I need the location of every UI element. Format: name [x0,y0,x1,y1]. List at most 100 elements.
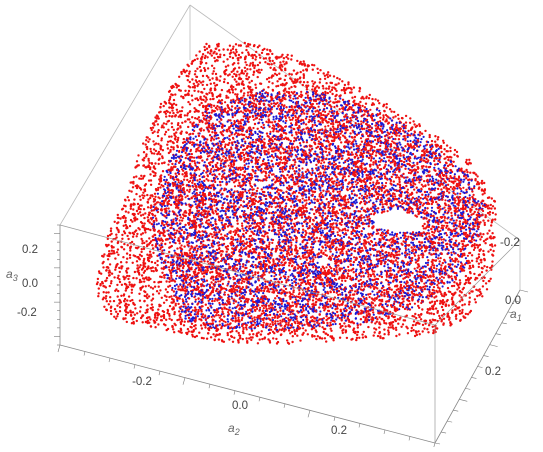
data-point-red [448,304,450,306]
data-point-red [286,339,288,341]
data-point-red [243,154,245,156]
data-point-red [267,86,269,88]
data-point-red [248,337,250,339]
data-point-red [422,225,424,227]
data-point-red [389,324,391,326]
data-point-red [152,293,154,295]
data-point-red [369,94,371,96]
data-point-red [303,81,305,83]
data-point-red [215,77,217,79]
data-point-red [136,312,138,314]
data-point-red [152,252,154,254]
data-point-red [240,204,242,206]
data-point-red [141,194,143,196]
data-point-red [395,329,397,331]
data-point-red [376,318,378,320]
data-point-red [469,230,471,232]
data-point-red [326,285,328,287]
data-point-red [293,85,295,87]
data-point-red [145,276,147,278]
data-point-red [400,166,402,168]
data-point-red [227,263,229,265]
data-point-red [130,314,132,316]
data-point-red [292,335,294,337]
data-point-red [203,46,205,48]
data-point-red [123,300,125,302]
data-point-red [440,151,442,153]
data-point-red [118,302,120,304]
data-point-red [200,70,202,72]
data-point-red [148,295,150,297]
data-point-red [187,126,189,128]
data-point-red [493,200,495,202]
data-point-red [465,279,467,281]
data-point-red [388,326,390,328]
data-point-red [391,273,393,275]
data-point-red [339,293,341,295]
data-point-red [259,82,261,84]
data-point-red [252,62,254,64]
data-point-red [482,285,484,287]
data-point-red [213,70,215,72]
data-point-red [254,172,256,174]
data-point-red [157,143,159,145]
data-point-red [386,103,388,105]
data-point-red [383,320,385,322]
data-point-red [134,304,136,306]
data-point-red [412,329,414,331]
data-point-red [338,248,340,250]
data-point-red [169,96,171,98]
data-point-red [427,259,429,261]
data-point-red [167,129,169,131]
data-point-red [103,253,105,255]
data-point-red [453,285,455,287]
data-point-red [255,51,257,53]
data-point-red [283,90,285,92]
data-point-red [126,258,128,260]
data-point-red [206,93,208,95]
data-point-red [327,215,329,217]
data-point-red [120,246,122,248]
data-point-red [394,115,396,117]
data-point-red [402,290,404,292]
data-point-red [150,179,152,181]
data-point-red [484,189,486,191]
data-point-red [121,284,123,286]
data-point-red [461,311,463,313]
data-point-red [434,163,436,165]
data-point-red [189,252,191,254]
data-point-red [174,236,176,238]
data-point-red [260,333,262,335]
data-point-red [466,159,468,161]
data-point-red [175,173,177,175]
data-point-red [320,251,322,253]
data-point-red [226,58,228,60]
data-point-red [232,46,234,48]
data-point-red [339,78,341,80]
data-point-red [136,247,138,249]
data-point-red [131,241,133,243]
data-point-red [158,286,160,288]
data-point-red [179,314,181,316]
data-point-red [203,180,205,182]
data-point-red [240,44,242,46]
data-point-red [158,183,160,185]
data-point-red [462,204,464,206]
data-point-red [235,330,237,332]
data-point-red [449,150,451,152]
data-point-red [363,331,365,333]
data-point-red [338,82,340,84]
data-point-red [307,275,309,277]
data-point-red [181,130,183,132]
data-point-red [144,231,146,233]
data-point-red [367,273,369,275]
data-point-red [315,147,317,149]
data-point-red [167,147,169,149]
data-point-red [486,266,488,268]
data-point-red [407,236,409,238]
data-point-red [412,324,414,326]
data-point-red [272,261,274,263]
data-point-red [118,267,120,269]
data-point-red [164,243,166,245]
data-point-red [181,106,183,108]
